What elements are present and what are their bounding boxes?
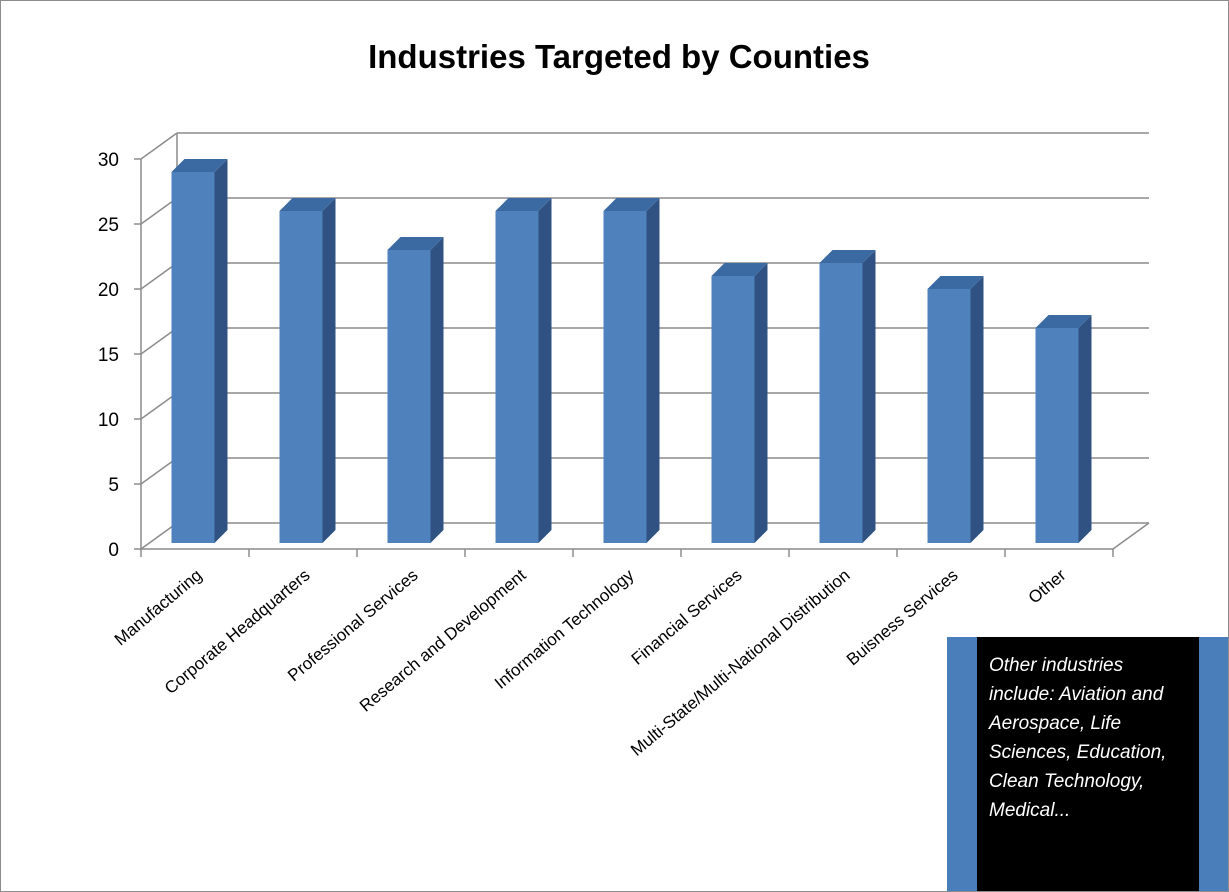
bar-side: [538, 198, 552, 543]
y-tick-label: 20: [98, 280, 119, 301]
bar-side: [430, 237, 444, 543]
y-tick-label: 30: [98, 150, 119, 171]
bar-top: [927, 276, 984, 289]
bar-front: [387, 250, 431, 543]
bar-side: [862, 250, 876, 543]
bar-side: [214, 159, 228, 543]
bar-2: [279, 198, 336, 543]
bar-6: [711, 263, 768, 543]
bar-9: [1035, 315, 1092, 543]
x-category-label: Manufacturing: [111, 566, 206, 650]
bar-front: [279, 211, 323, 543]
bar-7: [819, 250, 876, 543]
gridline-side: [140, 522, 178, 550]
bar-front: [1035, 328, 1079, 543]
gridline-side: [140, 197, 178, 225]
bar-front: [495, 211, 539, 543]
gridline-side: [140, 132, 178, 160]
floor-edge: [1112, 522, 1150, 550]
bar-3: [387, 237, 444, 543]
bar-side: [1078, 315, 1092, 543]
bar-top: [387, 237, 444, 250]
chart-title: Industries Targeted by Counties: [368, 38, 870, 75]
y-tick-label: 25: [98, 215, 119, 236]
bar-top: [603, 198, 660, 211]
bar-side: [970, 276, 984, 543]
bar-front: [171, 172, 215, 543]
bar-front: [603, 211, 647, 543]
bar-1: [171, 159, 228, 543]
chart-bars: [171, 159, 1092, 543]
y-tick-label: 0: [108, 540, 119, 561]
bar-top: [1035, 315, 1092, 328]
bar-side: [754, 263, 768, 543]
bar-top: [171, 159, 228, 172]
x-category-label: Multi-State/Multi-National Distribution: [627, 566, 853, 760]
bar-front: [927, 289, 971, 543]
chart-gridlines: [140, 132, 1149, 550]
annotation-box: Other industries include: Aviation and A…: [947, 637, 1228, 891]
bar-top: [495, 198, 552, 211]
bar-front: [711, 276, 755, 543]
y-tick-label: 10: [98, 410, 119, 431]
gridline-side: [140, 392, 178, 420]
bar-side: [322, 198, 336, 543]
bar-side: [646, 198, 660, 543]
x-category-label: Other: [1025, 565, 1070, 607]
bar-top: [279, 198, 336, 211]
gridline-side: [140, 327, 178, 355]
annotation-text: Other industries include: Aviation and A…: [977, 637, 1199, 891]
x-category-label: Financial Services: [628, 566, 746, 669]
bar-5: [603, 198, 660, 543]
gridline-side: [140, 457, 178, 485]
y-tick-label: 15: [98, 345, 119, 366]
x-category-label: Buisness Services: [843, 566, 962, 670]
bar-top: [711, 263, 768, 276]
bar-8: [927, 276, 984, 543]
bar-top: [819, 250, 876, 263]
y-tick-label: 5: [108, 475, 119, 496]
gridline-side: [140, 262, 178, 290]
bar-front: [819, 263, 863, 543]
bar-4: [495, 198, 552, 543]
